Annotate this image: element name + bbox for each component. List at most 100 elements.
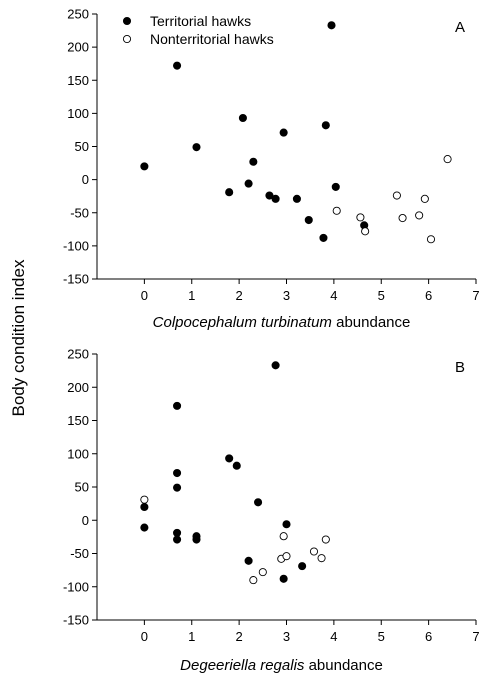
territorial-point <box>292 194 301 203</box>
y-tick-label: 150 <box>67 413 89 428</box>
x-tick-label: 3 <box>283 288 290 303</box>
territorial-point <box>327 21 336 30</box>
y-tick-label: 0 <box>82 172 89 187</box>
territorial-point <box>271 361 280 370</box>
x-tick-label: 7 <box>472 288 479 303</box>
x-tick-label: 5 <box>378 288 385 303</box>
territorial-point <box>279 128 288 137</box>
territorial-point <box>232 461 241 470</box>
territorial-point <box>249 157 258 166</box>
territorial-point <box>173 61 182 70</box>
panel-a: -150 -100 -50 0 50 100 150 200 250 0 1 2 3 4 5 6 7 Colpoc… <box>63 7 480 332</box>
territorial-point <box>271 194 280 203</box>
territorial-point <box>331 182 340 191</box>
x-axis-title-suffix: abundance <box>332 314 410 331</box>
nonterritorial-point <box>392 191 401 200</box>
legend: Territorial hawks Nonterritorial hawks <box>122 13 274 47</box>
shared-y-axis-label: Body condition index <box>9 259 28 416</box>
x-tick-label: 1 <box>188 629 195 644</box>
nonterritorial-point <box>309 547 319 556</box>
x-tick-label: 2 <box>236 288 243 303</box>
y-tick-label: 100 <box>67 446 89 461</box>
legend-label: Nonterritorial hawks <box>150 31 274 47</box>
x-tick-label: 4 <box>330 629 337 644</box>
x-axis-title: Colpocephalum turbinatum abundance <box>153 314 411 331</box>
territorial-point <box>173 535 182 544</box>
x-tick-label: 2 <box>236 629 243 644</box>
series-territorial <box>140 21 369 242</box>
nonterritorial-point <box>356 213 365 222</box>
nonterritorial-point <box>321 535 330 544</box>
territorial-point <box>192 535 201 544</box>
territorial-point <box>244 179 253 188</box>
territorial-point <box>140 162 149 171</box>
nonterritorial-point <box>415 211 424 220</box>
x-tick-label: 7 <box>472 629 479 644</box>
y-tick-label: 250 <box>67 7 89 22</box>
panel-letter: B <box>455 359 465 376</box>
x-tick-label: 0 <box>141 288 148 303</box>
territorial-point <box>238 113 247 123</box>
y-tick-label: -50 <box>70 546 89 561</box>
territorial-point <box>254 498 263 507</box>
series-nonterritorial <box>332 155 452 244</box>
territorial-point <box>173 528 182 537</box>
x-tick-label: 4 <box>330 288 337 303</box>
territorial-point <box>244 556 253 565</box>
territorial-point <box>319 233 328 242</box>
territorial-point <box>173 401 182 410</box>
y-tick-label: 150 <box>67 73 89 88</box>
nonterritorial-point <box>420 194 429 203</box>
x-tick-label: 5 <box>378 629 385 644</box>
y-tick-label: 50 <box>75 480 89 495</box>
nonterritorial-point <box>249 576 258 585</box>
territorial-point <box>265 191 274 200</box>
nonterritorial-point <box>443 155 452 164</box>
y-tick-label: 100 <box>67 106 89 121</box>
nonterritorial-point <box>398 213 407 223</box>
nonterritorial-point <box>361 227 370 236</box>
x-axis-title-species: Colpocephalum turbinatum <box>153 314 332 331</box>
y-tick-label: 50 <box>75 139 89 154</box>
y-tick-label: -50 <box>70 205 89 220</box>
nonterritorial-point <box>332 206 341 215</box>
y-tick-label: -100 <box>63 579 89 594</box>
x-axis-title: Degeeriella regalis abundance <box>180 657 383 674</box>
nonterritorial-point <box>317 554 326 563</box>
x-axis-title-suffix: abundance <box>304 657 382 674</box>
territorial-point <box>321 121 330 130</box>
territorial-point <box>173 468 182 478</box>
nonterritorial-point <box>258 568 267 577</box>
territorial-point <box>140 523 149 532</box>
legend-marker-filled <box>122 16 132 26</box>
territorial-point <box>304 215 313 225</box>
nonterritorial-point <box>426 235 436 244</box>
territorial-point <box>192 143 201 152</box>
y-tick-label: 0 <box>82 513 89 528</box>
territorial-point <box>282 520 291 529</box>
y-tick-label: -150 <box>63 272 89 287</box>
x-tick-label: 3 <box>283 629 290 644</box>
territorial-point <box>173 483 182 492</box>
x-tick-label: 6 <box>425 629 432 644</box>
panel-b: -150 -100 -50 0 50 100 150 200 250 0 1 2 3 4 5 6 7 Degeer… <box>63 347 480 675</box>
y-tick-label: 200 <box>67 40 89 55</box>
panel-letter: A <box>455 19 465 36</box>
territorial-point <box>279 574 288 583</box>
x-tick-label: 6 <box>425 288 432 303</box>
x-axis-title-species: Degeeriella regalis <box>180 657 305 674</box>
nonterritorial-point <box>282 552 291 561</box>
x-tick-label: 1 <box>188 288 195 303</box>
y-tick-label: 200 <box>67 380 89 395</box>
legend-marker-open <box>122 34 132 44</box>
series-territorial <box>140 361 307 583</box>
legend-label: Territorial hawks <box>150 13 251 29</box>
nonterritorial-point <box>279 532 288 541</box>
series-nonterritorial <box>140 495 330 585</box>
territorial-point <box>225 454 234 463</box>
territorial-point <box>140 502 149 512</box>
y-tick-label: -150 <box>63 613 89 628</box>
